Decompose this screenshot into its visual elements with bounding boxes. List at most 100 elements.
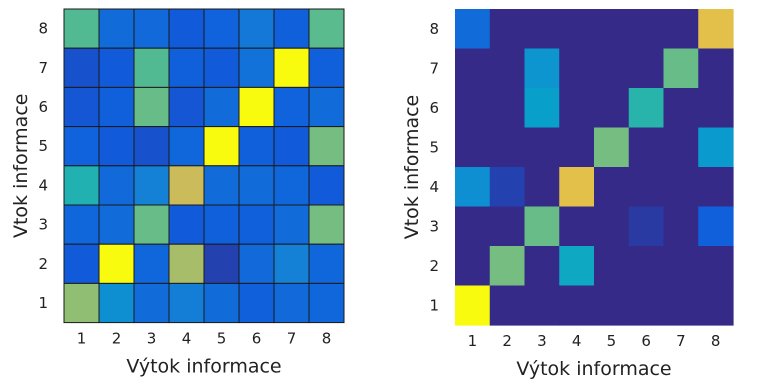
x-tick-label-right-7: 7 (676, 332, 686, 350)
y-tick-label-right-4: 4 (429, 178, 439, 196)
heatmap-cell-left-r1-c8 (308, 282, 345, 324)
heatmap-cell-right-r6-c4 (559, 88, 595, 129)
heatmap-cell-right-r3-c5 (594, 206, 630, 247)
heatmap-cell-left-r6-c1 (63, 86, 100, 128)
y-tick-label-right-7: 7 (429, 59, 439, 77)
heatmap-cell-left-r2-c4 (168, 243, 205, 284)
heatmap-cell-right-r4-c7 (663, 167, 699, 208)
heatmap-cell-left-r6-c4 (168, 86, 205, 128)
heatmap-cell-right-r7-c6 (628, 48, 665, 89)
heatmap-cell-left-r4-c2 (98, 165, 135, 206)
y-axis-label-left: Vtok informace (10, 94, 32, 239)
heatmap-cell-left-r8-c4 (168, 8, 205, 49)
y-tick-label-right-8: 8 (429, 20, 439, 38)
y-axis-label-right: Vtok informace (401, 95, 423, 240)
heatmap-cell-right-r7-c2 (489, 48, 526, 89)
heatmap-cell-left-r1-c3 (133, 282, 170, 324)
heatmap-cell-right-r5-c1 (455, 127, 491, 168)
heatmap-cell-left-r5-c4 (168, 126, 205, 167)
heatmap-cell-left-r6-c3 (133, 86, 170, 128)
x-tick-label-left-7: 7 (287, 330, 297, 348)
heatmap-cell-right-r2-c1 (455, 246, 491, 287)
heatmap-cell-left-r2-c7 (273, 243, 310, 284)
heatmap-cell-right-r1-c8 (698, 285, 734, 326)
heatmap-cell-right-r7-c3 (524, 48, 560, 89)
heatmap-cell-left-r7-c6 (238, 47, 275, 88)
x-tick-label-right-4: 4 (572, 332, 582, 350)
y-tick-label-right-1: 1 (429, 296, 439, 314)
heatmap-cell-left-r4-c4 (168, 165, 205, 206)
heatmap-cell-left-r4-c6 (238, 165, 275, 206)
heatmap-cell-right-r2-c7 (663, 246, 699, 287)
y-tick-label-left-2: 2 (38, 255, 48, 273)
heatmap-cell-left-r4-c8 (308, 165, 345, 206)
heatmap-cell-left-r3-c3 (133, 204, 170, 245)
heatmap-cell-right-r1-c7 (663, 285, 699, 326)
heatmap-cell-left-r1-c7 (273, 282, 310, 324)
y-tick-label-left-4: 4 (38, 176, 48, 194)
heatmap-cell-left-r5-c3 (133, 126, 170, 167)
heatmap-panel-left: 1 2 3 4 5 6 7 8 8 7 6 5 4 3 2 1 Výtok informace Vtok i… (10, 8, 345, 378)
heatmap-cell-left-r4-c5 (203, 165, 240, 206)
y-tick-label-left-5: 5 (38, 137, 48, 155)
heatmap-cell-left-r3-c1 (63, 204, 100, 245)
x-tick-label-left-2: 2 (112, 330, 122, 348)
heatmap-cell-right-r6-c6 (628, 88, 665, 129)
heatmap-cell-right-r3-c7 (663, 206, 699, 247)
heatmap-cell-right-r5-c7 (663, 127, 699, 168)
y-tick-label-right-5: 5 (429, 138, 439, 156)
heatmap-cell-left-r6-c5 (203, 86, 240, 128)
heatmap-cell-right-r4-c4 (559, 167, 595, 208)
y-tick-label-left-6: 6 (38, 98, 48, 116)
heatmap-cell-right-r2-c4 (559, 246, 595, 287)
heatmap-cell-left-r4-c7 (273, 165, 310, 206)
heatmap-cell-right-r4-c2 (489, 167, 526, 208)
heatmap-cell-right-r4-c1 (455, 167, 491, 208)
heatmap-cell-right-r2-c5 (594, 246, 630, 287)
heatmap-cell-left-r7-c3 (133, 47, 170, 88)
heatmap-cell-right-r3-c8 (698, 206, 734, 247)
heatmap-cell-right-r6-c1 (455, 88, 491, 129)
heatmap-cell-left-r5-c6 (238, 126, 275, 167)
heatmap-cell-right-r8-c8 (698, 9, 734, 50)
heatmap-cell-left-r5-c1 (63, 126, 100, 167)
y-tick-label-right-3: 3 (429, 217, 439, 235)
heatmap-cell-left-r7-c7 (273, 47, 310, 88)
heatmap-cell-left-r8-c8 (308, 8, 345, 49)
heatmap-cell-left-r8-c6 (238, 8, 275, 49)
x-tick-label-left-6: 6 (252, 330, 262, 348)
heatmap-cell-left-r1-c6 (238, 282, 275, 324)
heatmap-cell-right-r6-c3 (524, 88, 560, 129)
heatmap-cell-right-r4-c5 (594, 167, 630, 208)
heatmap-cell-right-r2-c8 (698, 246, 734, 287)
heatmap-cell-left-r5-c7 (273, 126, 310, 167)
heatmap-cell-right-r8-c1 (455, 9, 491, 50)
heatmap-cell-right-r8-c4 (559, 9, 595, 50)
heatmap-cell-right-r2-c6 (628, 246, 665, 287)
heatmap-cell-right-r7-c5 (594, 48, 630, 89)
x-axis-label-left: Výtok informace (126, 356, 281, 378)
heatmap-cell-left-r2-c6 (238, 243, 275, 284)
heatmap-cell-left-r8-c7 (273, 8, 310, 49)
heatmap-cell-left-r3-c4 (168, 204, 205, 245)
heatmap-cell-right-r5-c6 (628, 127, 665, 168)
heatmap-cell-right-r1-c5 (594, 285, 630, 326)
heatmap-cell-right-r4-c8 (698, 167, 734, 208)
heatmap-cell-right-r8-c2 (489, 9, 526, 50)
heatmap-cell-left-r3-c8 (308, 204, 345, 245)
heatmap-cell-left-r7-c4 (168, 47, 205, 88)
heatmap-cell-right-r8-c3 (524, 9, 560, 50)
heatmap-cell-left-r3-c6 (238, 204, 275, 245)
heatmap-cell-left-r4-c3 (133, 165, 170, 206)
y-tick-label-right-6: 6 (429, 99, 439, 117)
heatmap-cell-right-r5-c8 (698, 127, 734, 168)
y-tick-label-left-3: 3 (38, 216, 48, 234)
y-tick-label-right-2: 2 (429, 257, 439, 275)
heatmap-cell-left-r1-c2 (98, 282, 135, 324)
heatmap-cell-right-r2-c2 (489, 246, 526, 287)
heatmap-cell-left-r3-c5 (203, 204, 240, 245)
heatmap-cell-right-r4-c3 (524, 167, 560, 208)
heatmap-cell-left-r3-c7 (273, 204, 310, 245)
heatmap-panel-right: 1 2 3 4 5 6 7 8 8 7 6 5 4 3 2 1 Výtok informace Vtok i… (401, 9, 734, 380)
